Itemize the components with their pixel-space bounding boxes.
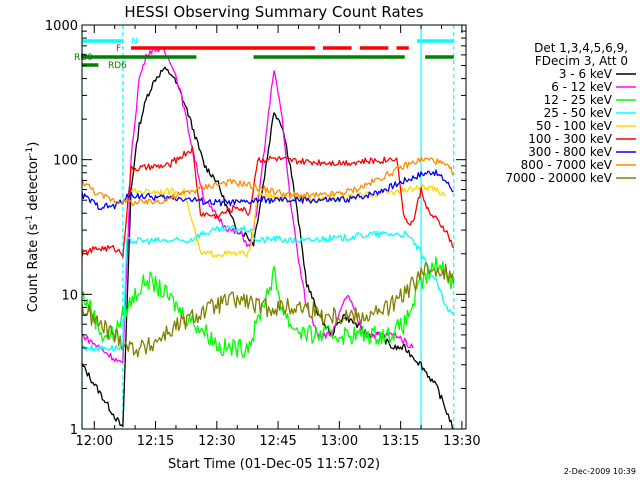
x-axis-label: Start Time (01-Dec-05 11:57:02) bbox=[168, 457, 380, 472]
y-axis-label: Count Rate (s-1 detector-1) bbox=[25, 142, 41, 313]
legend-label: 300 - 800 keV bbox=[528, 145, 612, 159]
series-line-300-800-keV bbox=[82, 169, 454, 211]
status-label-RD0: RD0 bbox=[74, 53, 93, 63]
legend-label: 50 - 100 keV bbox=[536, 119, 613, 133]
series-line-3-6-keV bbox=[82, 66, 455, 429]
status-bars: NF RD0 RD6 bbox=[74, 37, 454, 71]
legend: Det 1,3,4,5,6,9,FDecim 3, Att 03 - 6 keV… bbox=[505, 41, 636, 185]
series-line-7000-20000-keV bbox=[82, 262, 455, 358]
x-tick-label: 13:30 bbox=[443, 434, 480, 449]
legend-label: 3 - 6 keV bbox=[559, 67, 613, 81]
legend-label: 25 - 50 keV bbox=[544, 106, 613, 120]
series-line-50-100-keV bbox=[130, 183, 447, 258]
legend-label: 7000 - 20000 keV bbox=[505, 171, 612, 185]
y-tick-label: 10 bbox=[61, 288, 78, 303]
legend-label: 100 - 300 keV bbox=[528, 132, 612, 146]
series-line-800-7000-keV bbox=[82, 156, 455, 207]
series-line-12-25-keV bbox=[82, 256, 455, 358]
status-label-RD6: RD6 bbox=[108, 61, 127, 71]
y-tick-label: 1000 bbox=[45, 19, 78, 34]
legend-label: 6 - 12 keV bbox=[551, 80, 613, 94]
series-layer bbox=[82, 45, 455, 429]
legend-header-line: FDecim 3, Att 0 bbox=[535, 54, 628, 68]
x-tick-label: 13:15 bbox=[382, 434, 419, 449]
legend-label: 12 - 25 keV bbox=[544, 93, 613, 107]
status-label-F: F bbox=[116, 44, 121, 54]
x-tick-label: 12:00 bbox=[76, 434, 113, 449]
series-line-25-50-keV bbox=[82, 224, 455, 352]
x-tick-label: 12:45 bbox=[259, 434, 296, 449]
date-stamp: 2-Dec-2009 10:39 bbox=[564, 467, 636, 476]
x-tick-label: 13:00 bbox=[321, 434, 358, 449]
series-line-100-300-keV bbox=[82, 145, 455, 258]
legend-header-line: Det 1,3,4,5,6,9, bbox=[534, 41, 628, 55]
status-label-N: N bbox=[131, 37, 138, 47]
axis-layer: 12:00 12:15 12:30 12:45 13:00 13:15 13:30 1 10 10… bbox=[45, 19, 481, 449]
x-tick-label: 12:30 bbox=[198, 434, 235, 449]
y-tick-label: 1 bbox=[70, 423, 78, 438]
x-tick-label: 12:15 bbox=[137, 434, 174, 449]
y-tick-label: 100 bbox=[53, 154, 78, 169]
plot-frame bbox=[81, 24, 467, 430]
chart-title: HESSI Observing Summary Count Rates bbox=[124, 3, 423, 21]
series-line-6-12-keV bbox=[82, 45, 414, 364]
legend-label: 800 - 7000 keV bbox=[521, 158, 613, 172]
